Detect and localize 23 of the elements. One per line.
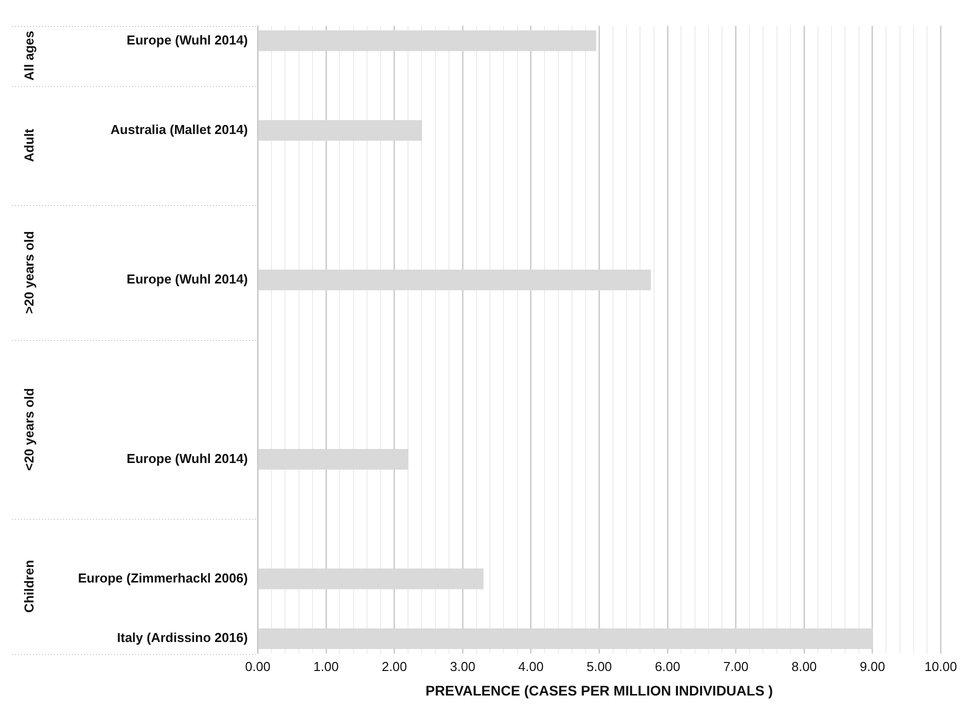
x-axis-title: PREVALENCE (CASES PER MILLION INDIVIDUALS ): [426, 682, 773, 698]
text: >20 years old: [22, 231, 37, 314]
y-tick-label: Europe (Wuhl 2014): [126, 32, 248, 48]
y-tick-label: Europe (Wuhl 2014): [126, 450, 248, 466]
x-tick-label: 9.00: [860, 658, 886, 674]
x-tick-label: 8.00: [791, 658, 817, 674]
y-tick-label: Australia (Mallet 2014): [110, 122, 248, 138]
x-tick-label: 0.00: [245, 658, 270, 674]
x-tick-label: 7.00: [723, 658, 749, 674]
y-tick-label: Europe (Wuhl 2014): [126, 271, 248, 286]
x-tick-label: 10.00: [924, 658, 958, 674]
x-tick-label: 5.00: [586, 658, 612, 674]
text: Children: [22, 560, 37, 613]
text: <20 years old: [22, 388, 37, 471]
y-tick-label: Europe (Zimmerhackl 2006): [78, 570, 248, 586]
x-tick-label: 4.00: [518, 658, 544, 674]
text: All ages: [22, 30, 37, 81]
x-tick-label: 1.00: [313, 658, 339, 674]
y-tick-label: Italy (Ardissino 2016): [117, 630, 248, 646]
x-tick-label: 2.00: [382, 658, 408, 674]
x-tick-label: 6.00: [654, 658, 680, 674]
x-tick-label: 3.00: [450, 658, 476, 674]
text: Adult: [22, 128, 37, 162]
